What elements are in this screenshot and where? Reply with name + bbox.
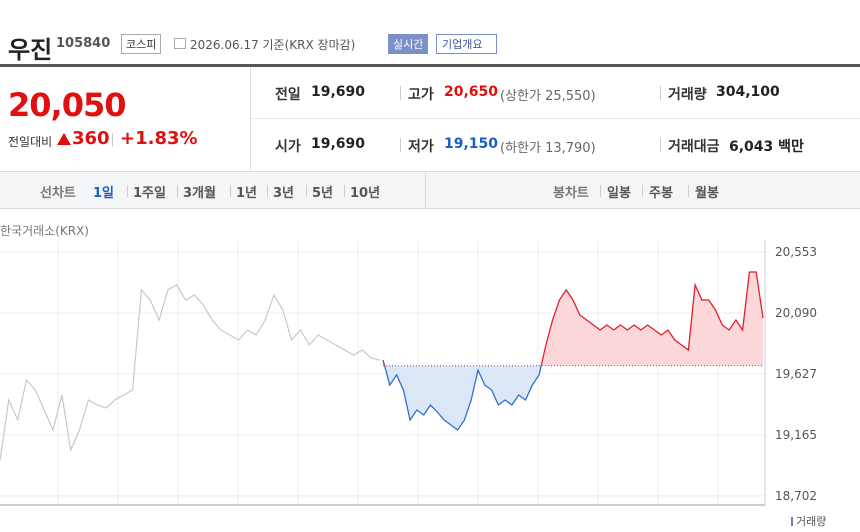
overview-button[interactable]: 기업개요 bbox=[436, 34, 498, 54]
stat-value: 19,690 bbox=[311, 136, 366, 152]
stat-label: 거래량 bbox=[668, 87, 707, 103]
realtime-button[interactable]: 실시간 bbox=[388, 34, 429, 54]
tabs: 선차트 1일 1주일 3개월 1년 3년 5년 10년 봉차트 일봉 주봉 월봉 bbox=[0, 182, 860, 202]
price-chart: 거래량 20,553 20,090 19,627 19,165 18,702 bbox=[0, 240, 826, 528]
chart-source: 한국거래소(KRX) bbox=[0, 224, 89, 238]
y-tick-label: 20,553 bbox=[775, 245, 817, 259]
separator bbox=[344, 185, 345, 197]
divider bbox=[0, 64, 860, 67]
previous-line bbox=[0, 284, 381, 461]
today-line-down bbox=[383, 365, 542, 431]
today-line-up bbox=[382, 271, 764, 366]
stat-label: 전일 bbox=[275, 87, 301, 103]
divider bbox=[250, 67, 251, 170]
separator bbox=[112, 133, 113, 147]
volume-legend: 거래량 bbox=[796, 515, 826, 528]
today-area-down bbox=[383, 365, 763, 430]
tab[interactable]: 10년 bbox=[350, 186, 381, 201]
tab[interactable]: 5년 bbox=[312, 186, 334, 201]
change-label: 전일대비 bbox=[8, 135, 53, 149]
separator bbox=[600, 185, 601, 197]
stat-label: 시가 bbox=[275, 139, 301, 155]
stock-name: 우진 bbox=[8, 36, 53, 64]
stat-label: 고가 bbox=[408, 87, 434, 103]
tab[interactable]: 1주일 bbox=[133, 186, 166, 201]
tab-label: 봉차트 bbox=[553, 186, 589, 201]
tab-bar bbox=[0, 171, 860, 209]
date: 2026.06.17 기준(KRX 장마감) bbox=[190, 38, 356, 52]
calendar-icon bbox=[174, 38, 186, 49]
change-rate: +1.83% bbox=[120, 128, 198, 149]
y-tick-label: 20,090 bbox=[775, 306, 817, 320]
separator bbox=[127, 185, 128, 197]
separator bbox=[177, 185, 178, 197]
separator bbox=[267, 185, 268, 197]
lower-limit: (하한가 13,790) bbox=[500, 141, 596, 156]
tab[interactable]: 3개월 bbox=[183, 186, 216, 201]
tab-label: 선차트 bbox=[40, 186, 76, 201]
tab[interactable]: 1년 bbox=[236, 186, 258, 201]
stat-value: 304,100 bbox=[716, 84, 780, 100]
separator bbox=[660, 138, 661, 152]
today-area-up bbox=[383, 272, 763, 366]
volume-legend-icon bbox=[791, 517, 793, 526]
market-badge: 코스피 bbox=[121, 34, 162, 54]
tab[interactable]: 주봉 bbox=[649, 186, 673, 201]
y-tick-label: 19,165 bbox=[775, 428, 817, 442]
separator bbox=[642, 185, 643, 197]
up-arrow bbox=[57, 133, 71, 145]
tab[interactable]: 월봉 bbox=[695, 186, 719, 201]
separator bbox=[230, 185, 231, 197]
stat-label: 저가 bbox=[408, 139, 434, 155]
stock-code: 105840 bbox=[56, 36, 111, 51]
change: 360 bbox=[72, 128, 110, 149]
y-tick-label: 19,627 bbox=[775, 367, 817, 381]
current-price: 20,050 bbox=[8, 86, 126, 124]
upper-limit: (상한가 25,550) bbox=[500, 89, 596, 104]
divider bbox=[425, 172, 426, 208]
stat-value: 20,650 bbox=[444, 84, 499, 100]
tab[interactable]: 일봉 bbox=[607, 186, 631, 201]
separator bbox=[306, 185, 307, 197]
stat-label: 거래대금 bbox=[668, 139, 720, 155]
separator bbox=[660, 86, 661, 100]
separator bbox=[688, 185, 689, 197]
y-tick-label: 18,702 bbox=[775, 489, 817, 503]
separator bbox=[400, 86, 401, 100]
separator bbox=[400, 138, 401, 152]
stat-value: 19,150 bbox=[444, 136, 499, 152]
tab[interactable]: 1일 bbox=[93, 186, 115, 201]
stat-value: 6,043 백만 bbox=[729, 139, 804, 155]
tab[interactable]: 3년 bbox=[273, 186, 295, 201]
stat-value: 19,690 bbox=[311, 84, 366, 100]
divider bbox=[251, 118, 860, 119]
